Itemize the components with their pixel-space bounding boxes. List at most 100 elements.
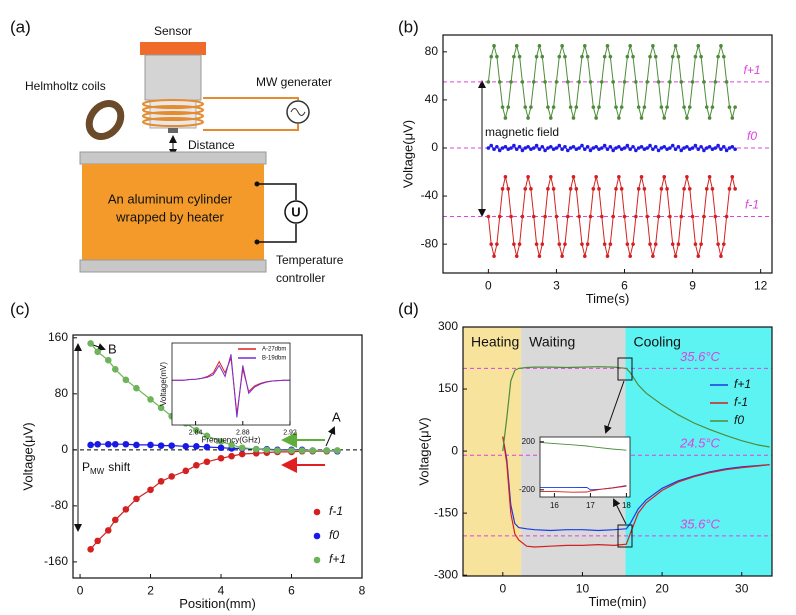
data-point	[619, 105, 624, 109]
data-point	[551, 105, 556, 109]
panel-label: (d)	[398, 299, 419, 318]
data-point	[682, 146, 686, 150]
sensor-body	[144, 54, 202, 101]
data-point	[733, 105, 737, 109]
annotation: B	[108, 341, 117, 356]
x-tick-label: 10	[576, 581, 590, 595]
data-point	[724, 214, 729, 219]
data-point	[696, 254, 701, 258]
data-point	[619, 187, 624, 191]
data-point	[228, 441, 235, 449]
x-tick-label: 2	[147, 583, 154, 597]
y-tick-label: 80	[55, 386, 69, 400]
data-point	[682, 187, 686, 191]
data-point	[608, 144, 613, 149]
data-point	[580, 143, 584, 148]
data-point	[500, 105, 505, 109]
data-point	[323, 447, 331, 454]
data-point	[639, 175, 644, 179]
data-point	[591, 187, 596, 191]
data-point	[580, 242, 584, 246]
data-point	[673, 44, 678, 48]
data-point	[670, 54, 675, 59]
data-point	[203, 432, 211, 440]
legend-label: f+1	[329, 552, 346, 566]
data-point	[489, 54, 494, 59]
data-point	[696, 147, 701, 151]
legend-label: f0	[734, 413, 744, 427]
data-point	[704, 146, 709, 150]
data-point	[486, 146, 491, 150]
data-point	[497, 80, 502, 84]
data-point	[721, 144, 726, 149]
data-point	[489, 143, 494, 148]
data-point	[676, 242, 681, 246]
data-point	[597, 147, 601, 151]
data-point	[495, 144, 499, 149]
data-point	[133, 384, 140, 392]
data-point	[263, 446, 271, 454]
data-point	[730, 175, 735, 179]
data-point	[724, 80, 729, 84]
controller-label: controller	[276, 271, 325, 285]
panel-label: (c)	[10, 299, 30, 318]
data-point	[588, 214, 593, 219]
data-point	[560, 254, 564, 258]
data-point	[252, 445, 260, 453]
data-point	[168, 473, 175, 480]
data-point	[608, 54, 613, 59]
region-label: Waiting	[529, 334, 575, 350]
data-point	[529, 105, 533, 109]
data-point	[648, 54, 652, 59]
data-point	[622, 214, 627, 219]
data-point	[665, 187, 669, 191]
data-point	[531, 146, 536, 150]
data-point	[634, 214, 638, 219]
mw-wire	[203, 97, 299, 131]
data-point	[733, 187, 737, 191]
data-point	[605, 254, 610, 258]
data-point	[492, 44, 496, 48]
data-point	[724, 148, 729, 153]
data-point	[662, 175, 667, 179]
data-point	[548, 144, 553, 149]
legend-label: f-1	[734, 395, 748, 409]
data-point	[719, 44, 723, 48]
data-point	[554, 80, 559, 84]
data-point	[557, 143, 562, 148]
legend-label: B-19dbm	[262, 356, 286, 362]
data-point	[685, 116, 689, 120]
y-tick-label: -40	[421, 188, 439, 202]
data-point	[614, 187, 618, 191]
x-tick-label: 2.84	[189, 430, 203, 437]
series-line	[502, 436, 770, 532]
data-point	[514, 147, 519, 151]
data-point	[526, 144, 530, 149]
region-label: Heating	[471, 334, 519, 350]
data-point	[702, 80, 706, 84]
data-point	[721, 242, 726, 246]
data-point	[600, 146, 604, 150]
data-point	[565, 214, 570, 219]
y-tick-label: 200	[522, 437, 536, 446]
data-point	[673, 254, 678, 258]
data-point	[94, 440, 101, 448]
data-point	[690, 214, 695, 219]
legend-label: f-1	[329, 504, 343, 518]
data-point	[523, 187, 528, 191]
data-point	[193, 426, 200, 434]
data-point	[526, 116, 530, 120]
data-point	[659, 146, 664, 150]
x-tick-label: 12	[754, 278, 768, 292]
data-point	[534, 143, 539, 148]
data-point	[597, 187, 601, 191]
data-point	[514, 254, 519, 258]
data-point	[529, 187, 533, 191]
data-point	[713, 80, 718, 84]
sine-icon	[290, 108, 306, 116]
data-point	[238, 450, 246, 458]
data-point	[617, 175, 621, 179]
annotation: A	[332, 409, 341, 424]
data-point	[87, 545, 94, 553]
data-point	[288, 447, 295, 454]
